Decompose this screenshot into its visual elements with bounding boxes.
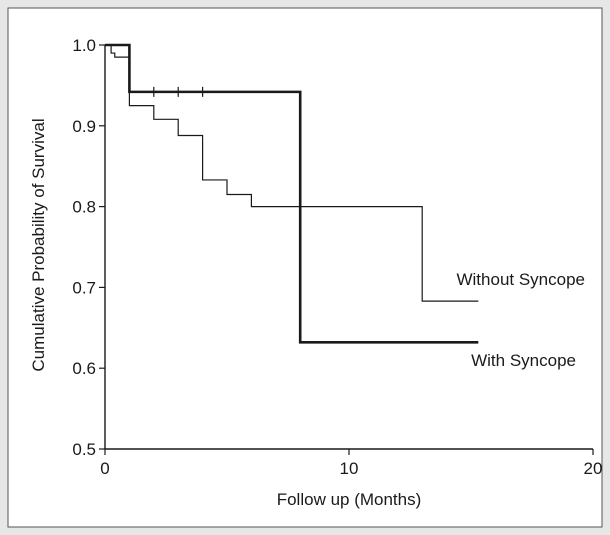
series-group — [105, 43, 479, 344]
y-tick-label: 0.5 — [72, 440, 96, 459]
y-tick-label: 0.8 — [72, 198, 96, 217]
y-tick-label: 0.9 — [72, 117, 96, 136]
tick-group: 0.5 0.6 0.7 0.8 0.9 1.0 0 10 20 — [72, 36, 602, 478]
x-tick-label: 0 — [100, 459, 109, 478]
chart-panel — [7, 7, 603, 528]
y-tick-label: 0.6 — [72, 359, 96, 378]
legend-label-with-syncope: With Syncope — [471, 351, 576, 370]
legend-label-without-syncope: Without Syncope — [456, 270, 585, 289]
x-tick-label: 10 — [340, 459, 359, 478]
y-axis-label: Cumulative Probability of Survival — [29, 118, 48, 371]
x-tick-label: 20 — [584, 459, 603, 478]
y-tick-label: 0.7 — [72, 278, 96, 297]
series-line-with-syncope — [105, 43, 479, 344]
y-tick-label: 1.0 — [72, 36, 96, 55]
x-axis-label: Follow up (Months) — [277, 490, 422, 509]
series-line-without-syncope — [105, 44, 479, 302]
